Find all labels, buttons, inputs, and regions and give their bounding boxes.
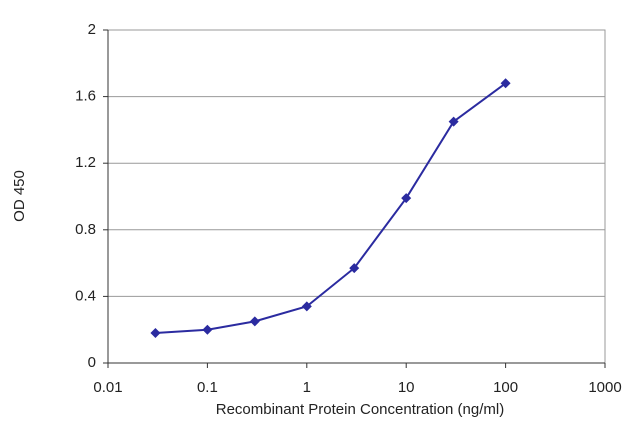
data-point — [401, 193, 412, 204]
x-tick-label: 100 — [493, 379, 518, 396]
y-tick-label: 1.6 — [75, 88, 96, 105]
data-point — [448, 116, 459, 127]
x-tick-label: 0.1 — [197, 379, 218, 396]
data-point — [202, 324, 213, 335]
y-tick-label: 0.8 — [75, 221, 96, 238]
x-tick-label: 1 — [303, 379, 311, 396]
x-tick-label: 0.01 — [93, 379, 122, 396]
data-point — [249, 316, 260, 327]
y-axis-label: OD 450 — [11, 170, 28, 222]
x-axis-label: Recombinant Protein Concentration (ng/ml… — [216, 401, 504, 418]
data-point — [349, 263, 360, 274]
y-tick-label: 0 — [88, 354, 96, 371]
y-tick-label: 1.2 — [75, 154, 96, 171]
y-tick-label: 0.4 — [75, 287, 96, 304]
y-tick-label: 2 — [88, 21, 96, 38]
x-tick-label: 1000 — [588, 379, 621, 396]
data-line — [155, 82, 507, 335]
data-point — [500, 78, 511, 89]
plot-frame — [107, 29, 606, 364]
data-point — [301, 301, 312, 312]
data-point — [150, 328, 161, 339]
x-tick-label: 10 — [398, 379, 415, 396]
